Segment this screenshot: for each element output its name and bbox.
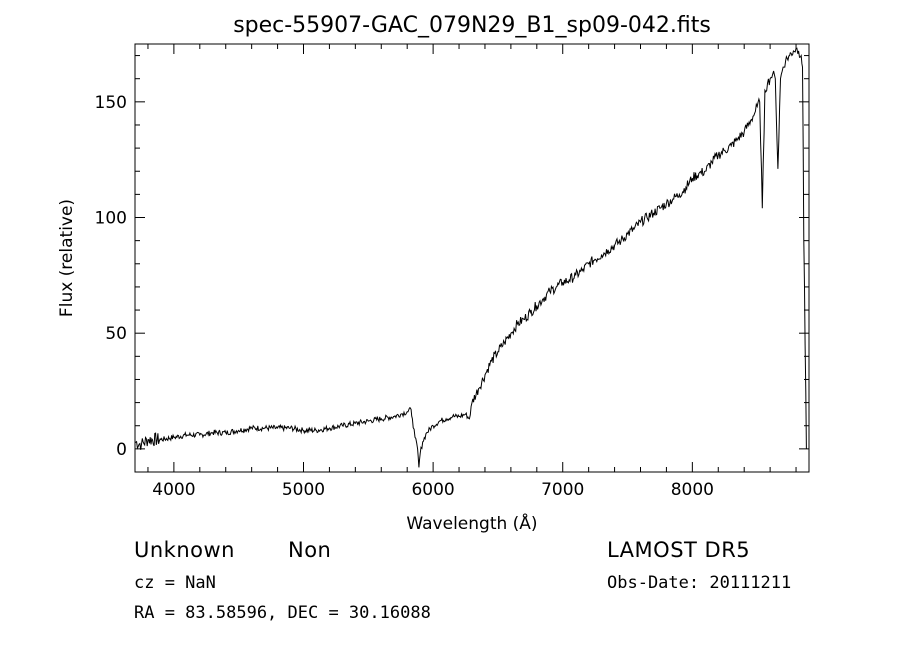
object-class-label: Unknown xyxy=(134,538,235,562)
y-tick-label: 50 xyxy=(105,324,127,344)
x-tick-label: 6000 xyxy=(411,480,454,500)
y-tick-label: 0 xyxy=(116,440,127,460)
y-tick-label: 150 xyxy=(95,93,127,113)
obs-date-label: Obs-Date: 20111211 xyxy=(607,573,792,593)
x-tick-label: 4000 xyxy=(152,480,195,500)
plot-frame xyxy=(134,43,810,473)
chart-title: spec-55907-GAC_079N29_B1_sp09-042.fits xyxy=(233,13,711,38)
subclass-label: Non xyxy=(288,538,332,562)
x-axis-label: Wavelength (Å) xyxy=(406,512,537,534)
survey-label: LAMOST DR5 xyxy=(607,538,751,562)
y-tick-label: 100 xyxy=(95,209,127,229)
x-tick-label: 8000 xyxy=(671,480,714,500)
redshift-label: cz = NaN xyxy=(134,573,216,593)
spectrum-line xyxy=(134,47,807,468)
y-axis-label: Flux (relative) xyxy=(57,199,77,317)
x-tick-label: 5000 xyxy=(282,480,325,500)
coordinates-label: RA = 83.58596, DEC = 30.16088 xyxy=(134,603,431,623)
x-tick-label: 7000 xyxy=(541,480,584,500)
